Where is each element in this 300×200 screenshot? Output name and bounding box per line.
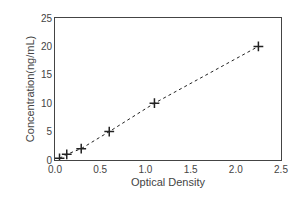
svg-text:15: 15 bbox=[41, 69, 53, 80]
svg-text:1.5: 1.5 bbox=[184, 164, 198, 175]
svg-text:0.5: 0.5 bbox=[93, 164, 107, 175]
svg-text:5: 5 bbox=[46, 126, 52, 137]
svg-text:1.0: 1.0 bbox=[138, 164, 152, 175]
svg-text:20: 20 bbox=[41, 41, 53, 52]
svg-text:0.0: 0.0 bbox=[48, 164, 62, 175]
svg-text:0: 0 bbox=[46, 155, 52, 166]
svg-text:2.0: 2.0 bbox=[229, 164, 243, 175]
svg-text:10: 10 bbox=[41, 98, 53, 109]
svg-text:2.5: 2.5 bbox=[274, 164, 288, 175]
svg-text:Optical Density: Optical Density bbox=[131, 176, 205, 188]
svg-text:25: 25 bbox=[41, 13, 53, 24]
svg-text:Concentration(ng/mL): Concentration(ng/mL) bbox=[24, 36, 36, 142]
